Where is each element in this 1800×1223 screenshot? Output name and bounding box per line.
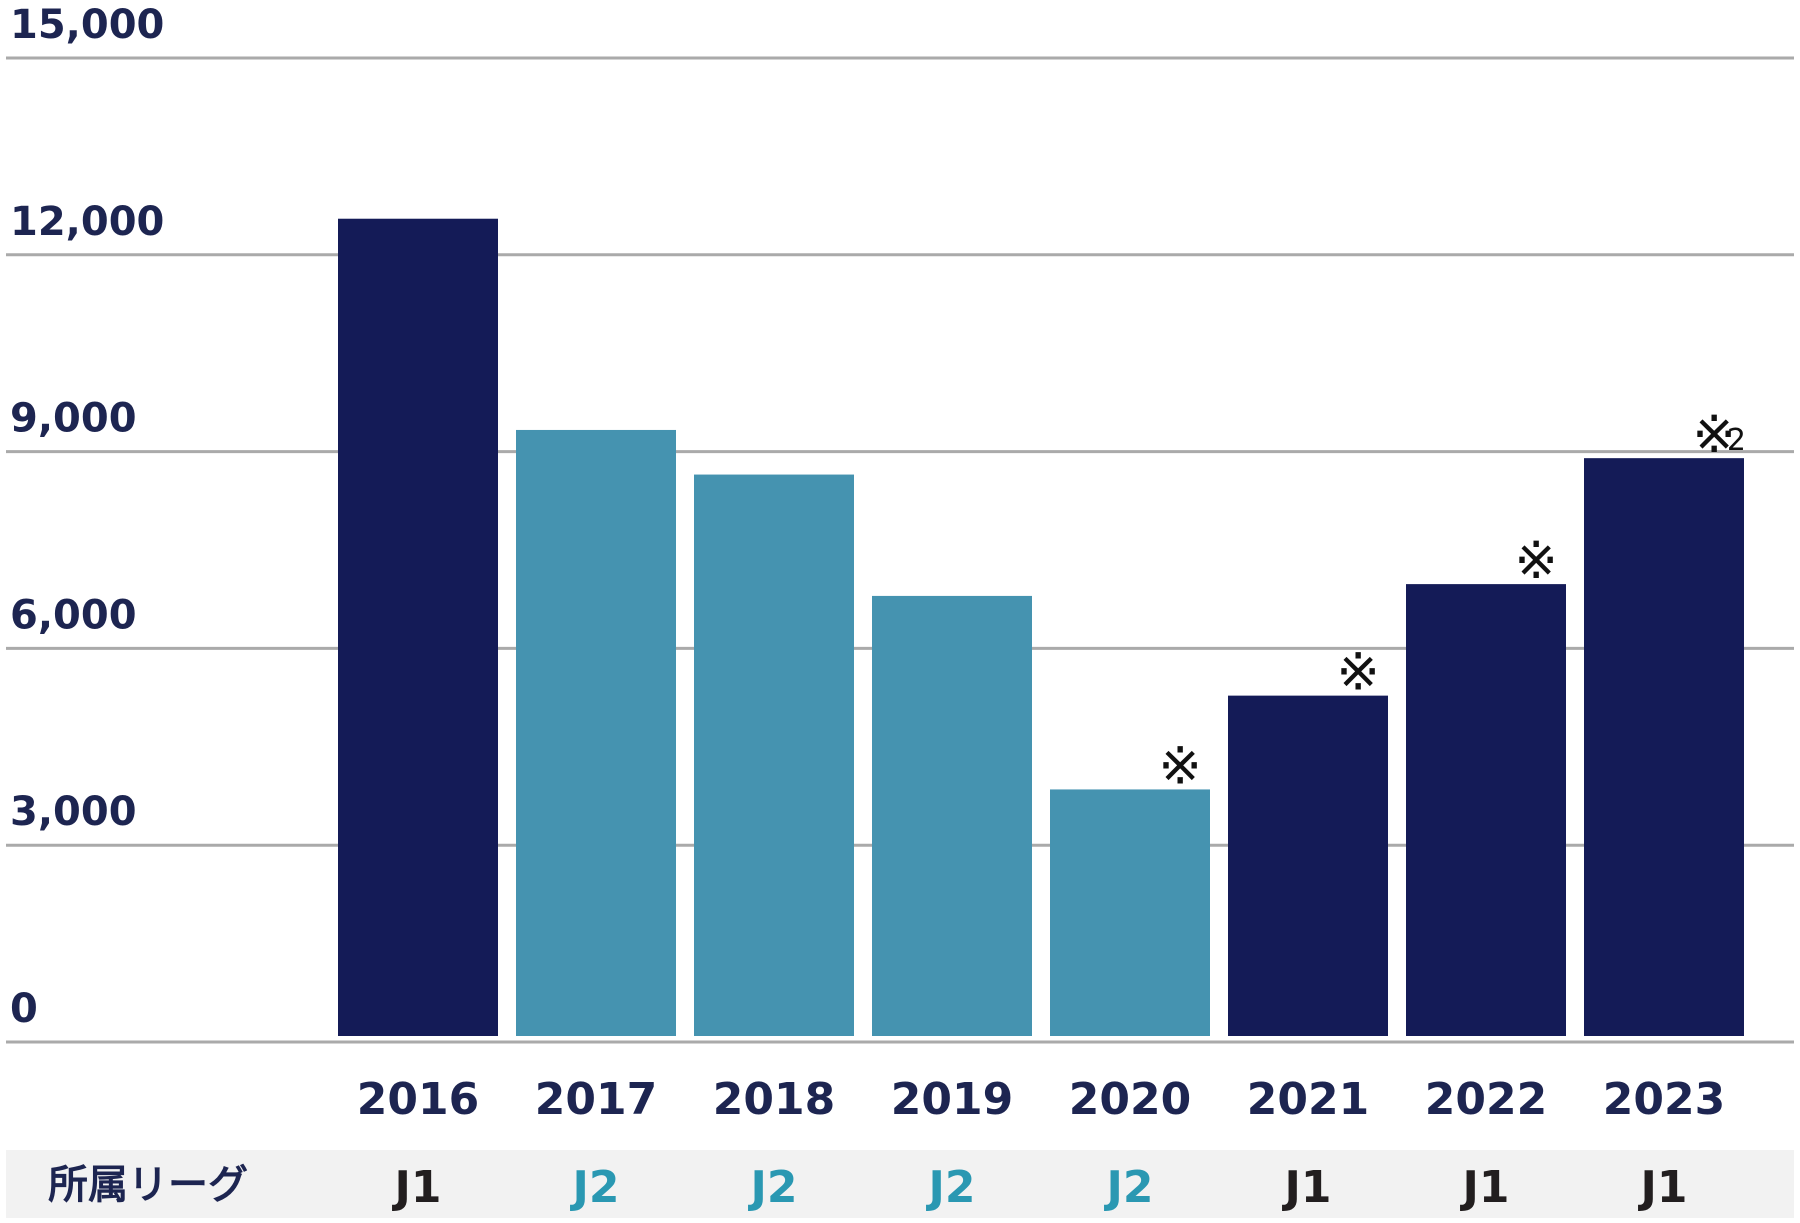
league-label-2020: J2 bbox=[1104, 1162, 1154, 1213]
x-tick-label-2017: 2017 bbox=[535, 1074, 657, 1125]
bar-2019 bbox=[872, 595, 1032, 1036]
y-axis-tick-labels: 0 3,000 6,000 9,000 12,000 15,000 bbox=[10, 2, 164, 1032]
bar-2018 bbox=[694, 474, 854, 1036]
bar-2017 bbox=[516, 429, 676, 1036]
y-tick-label: 0 bbox=[10, 986, 38, 1032]
x-tick-label-2019: 2019 bbox=[891, 1074, 1013, 1125]
league-label-2016: J1 bbox=[392, 1162, 442, 1213]
note-mark-2022: ※ bbox=[1514, 531, 1558, 591]
league-label-2022: J1 bbox=[1460, 1162, 1510, 1213]
x-tick-label-2016: 2016 bbox=[357, 1074, 479, 1125]
x-tick-label-2023: 2023 bbox=[1603, 1074, 1725, 1125]
note-mark-2023: ※ bbox=[1692, 405, 1736, 465]
bar-notes: ※※※※2 bbox=[1158, 405, 1746, 796]
bar-2023 bbox=[1584, 458, 1744, 1036]
league-row-background bbox=[6, 1150, 1794, 1218]
y-tick-label: 6,000 bbox=[10, 592, 137, 638]
league-label-2019: J2 bbox=[926, 1162, 976, 1213]
league-row-header: 所属リーグ bbox=[48, 1162, 248, 1208]
league-label-2023: J1 bbox=[1638, 1162, 1688, 1213]
x-tick-label-2022: 2022 bbox=[1425, 1074, 1547, 1125]
note-mark-2021: ※ bbox=[1336, 643, 1380, 703]
note-subscript-2023: 2 bbox=[1727, 423, 1746, 458]
league-label-2018: J2 bbox=[748, 1162, 798, 1213]
y-tick-label: 15,000 bbox=[10, 2, 164, 48]
note-mark-2020: ※ bbox=[1158, 736, 1202, 796]
bar-2020 bbox=[1050, 789, 1210, 1036]
league-label-2021: J1 bbox=[1282, 1162, 1332, 1213]
y-tick-label: 12,000 bbox=[10, 199, 164, 245]
bars bbox=[338, 218, 1744, 1037]
x-tick-label-2021: 2021 bbox=[1247, 1074, 1369, 1125]
x-axis-category-labels: 2016 2017 2018 2019 2020 2021 2022 2023 bbox=[357, 1074, 1725, 1125]
bar-2022 bbox=[1406, 584, 1566, 1036]
x-tick-label-2018: 2018 bbox=[713, 1074, 835, 1125]
x-tick-label-2020: 2020 bbox=[1069, 1074, 1191, 1125]
bar-2021 bbox=[1228, 695, 1388, 1036]
y-tick-label: 3,000 bbox=[10, 789, 137, 835]
bar-2016 bbox=[338, 218, 498, 1037]
y-tick-label: 9,000 bbox=[10, 396, 137, 442]
league-labels: J1 J2 J2 J2 J2 J1 J1 J1 bbox=[392, 1162, 1688, 1213]
league-label-2017: J2 bbox=[570, 1162, 620, 1213]
